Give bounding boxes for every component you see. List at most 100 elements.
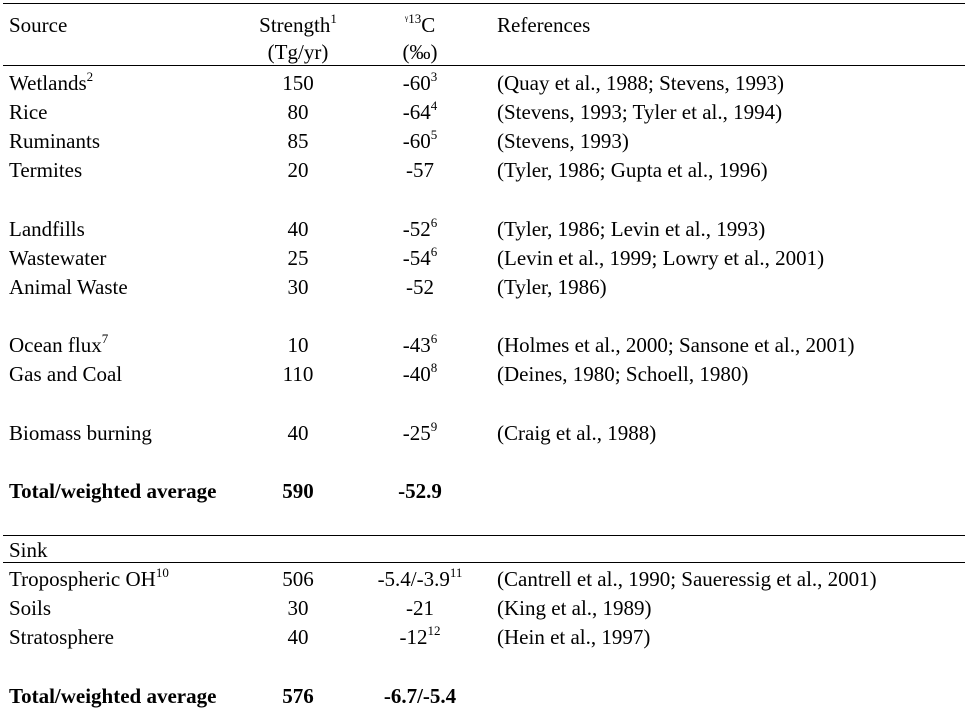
table-row-strength: 40: [287, 217, 309, 241]
row-d13c-footnote: 6: [430, 331, 438, 346]
table-row-strength: 25: [287, 246, 309, 270]
row-name-text: Soils: [9, 596, 52, 620]
row-d13c-footnote: 6: [430, 244, 438, 259]
row-name-text: Ocean flux: [9, 333, 102, 357]
row-d13c-footnote: 8: [430, 360, 438, 375]
row-name-footnote: 2: [86, 69, 94, 84]
table-row-name: Stratosphere: [9, 625, 114, 649]
row-d13c-value: -12: [399, 625, 428, 649]
source-total-d13c: -52.9: [398, 479, 442, 503]
table-row-strength: 10: [287, 333, 309, 357]
table-row-d13c: -5.4/-3.911: [360, 565, 480, 591]
delta-symbol: ᵞ: [404, 12, 409, 27]
d13c-isotope-number: 13: [408, 11, 422, 26]
table-row-name: Ruminants: [9, 129, 100, 153]
header-bottom-rule: [3, 65, 965, 66]
table-row-d13c: -526: [360, 215, 480, 241]
table-row-references: (Quay et al., 1988; Stevens, 1993): [497, 71, 784, 95]
row-d13c-value: -52: [402, 217, 431, 241]
column-header-strength: Strength1: [238, 11, 358, 37]
strength-label: Strength: [259, 13, 331, 37]
row-d13c-value: -25: [402, 421, 431, 445]
column-header-references: References: [497, 13, 591, 37]
table-row-references: (Holmes et al., 2000; Sansone et al., 20…: [497, 333, 855, 357]
sink-header-rule: [3, 562, 965, 563]
strength-footnote: 1: [330, 11, 337, 26]
table-row-name: Biomass burning: [9, 421, 152, 445]
table-row-name: Landfills: [9, 217, 85, 241]
table-row-references: (Cantrell et al., 1990; Saueressig et al…: [497, 567, 877, 591]
source-total-label: Total/weighted average: [9, 479, 217, 503]
row-name-text: Landfills: [9, 217, 85, 241]
column-header-source: Source: [9, 13, 68, 37]
table-row-name: Soils: [9, 596, 51, 620]
row-name-text: Rice: [9, 100, 48, 124]
row-name-footnote: 10: [155, 565, 169, 580]
row-name-text: Biomass burning: [9, 421, 152, 445]
table-row-strength: 30: [287, 596, 309, 620]
d13c-unit: (‰): [402, 40, 438, 64]
table-row-references: (Hein et al., 1997): [497, 625, 651, 649]
table-row-references: (King et al., 1989): [497, 596, 652, 620]
table-row-strength: 40: [287, 421, 309, 445]
row-d13c-footnote: 6: [430, 215, 438, 230]
row-d13c-footnote: 9: [430, 419, 438, 434]
table-row-strength: 40: [287, 625, 309, 649]
row-d13c-value: -21: [406, 596, 434, 620]
table-row-d13c: -436: [360, 331, 480, 357]
row-d13c-footnote: 3: [430, 69, 438, 84]
row-d13c-value: -64: [402, 100, 431, 124]
table-row-name: Termites: [9, 158, 82, 182]
sink-total-d13c: -6.7/-5.4: [383, 684, 457, 708]
table-row-name: Tropospheric OH10: [9, 565, 169, 591]
table-row-strength: 506: [282, 567, 314, 591]
strength-unit: (Tg/yr): [267, 40, 329, 64]
table-row-strength: 150: [282, 71, 314, 95]
sink-section-header: Sink: [9, 538, 48, 562]
row-d13c-footnote: 11: [449, 565, 463, 580]
table-top-rule: [3, 3, 965, 4]
table-row-references: (Tyler, 1986): [497, 275, 607, 299]
row-name-text: Tropospheric OH: [9, 567, 156, 591]
row-name-text: Stratosphere: [9, 625, 114, 649]
table-row-references: (Stevens, 1993; Tyler et al., 1994): [497, 100, 783, 124]
row-name-text: Ruminants: [9, 129, 101, 153]
table-row-references: (Craig et al., 1988): [497, 421, 657, 445]
row-d13c-footnote: 5: [430, 127, 438, 142]
table-row-name: Wetlands2: [9, 69, 94, 95]
table-row-d13c: -57: [360, 158, 480, 182]
table-row-d13c: -1212: [360, 623, 480, 649]
row-d13c-footnote: 12: [427, 623, 441, 638]
table-row-references: (Deines, 1980; Schoell, 1980): [497, 362, 749, 386]
table-row-strength: 30: [287, 275, 309, 299]
row-name-text: Gas and Coal: [9, 362, 123, 386]
table-row-name: Rice: [9, 100, 47, 124]
table-row-name: Gas and Coal: [9, 362, 122, 386]
table-row-references: (Levin et al., 1999; Lowry et al., 2001): [497, 246, 825, 270]
row-d13c-value: -60: [402, 129, 431, 153]
table-row-d13c: -546: [360, 244, 480, 270]
row-name-footnote: 7: [101, 331, 109, 346]
row-d13c-value: -52: [406, 275, 434, 299]
row-d13c-value: -5.4/-3.9: [377, 567, 450, 591]
source-total-strength: 590: [282, 479, 314, 503]
row-name-text: Wetlands: [9, 71, 87, 95]
column-header-d13c: ᵞ13C: [360, 11, 480, 37]
table-row-references: (Tyler, 1986; Gupta et al., 1996): [497, 158, 768, 182]
row-d13c-value: -60: [402, 71, 431, 95]
row-d13c-value: -54: [402, 246, 431, 270]
row-d13c-footnote: 4: [430, 98, 438, 113]
sink-section-rule: [3, 535, 965, 536]
row-name-text: Wastewater: [9, 246, 107, 270]
table-row-references: (Stevens, 1993): [497, 129, 629, 153]
row-name-text: Termites: [9, 158, 83, 182]
table-row-name: Animal Waste: [9, 275, 128, 299]
sink-total-strength: 576: [282, 684, 314, 708]
table-row-strength: 110: [282, 362, 314, 386]
table-row-strength: 85: [287, 129, 309, 153]
row-name-text: Animal Waste: [9, 275, 128, 299]
sink-total-label: Total/weighted average: [9, 684, 217, 708]
table-row-d13c: -21: [360, 596, 480, 620]
row-d13c-value: -43: [402, 333, 431, 357]
